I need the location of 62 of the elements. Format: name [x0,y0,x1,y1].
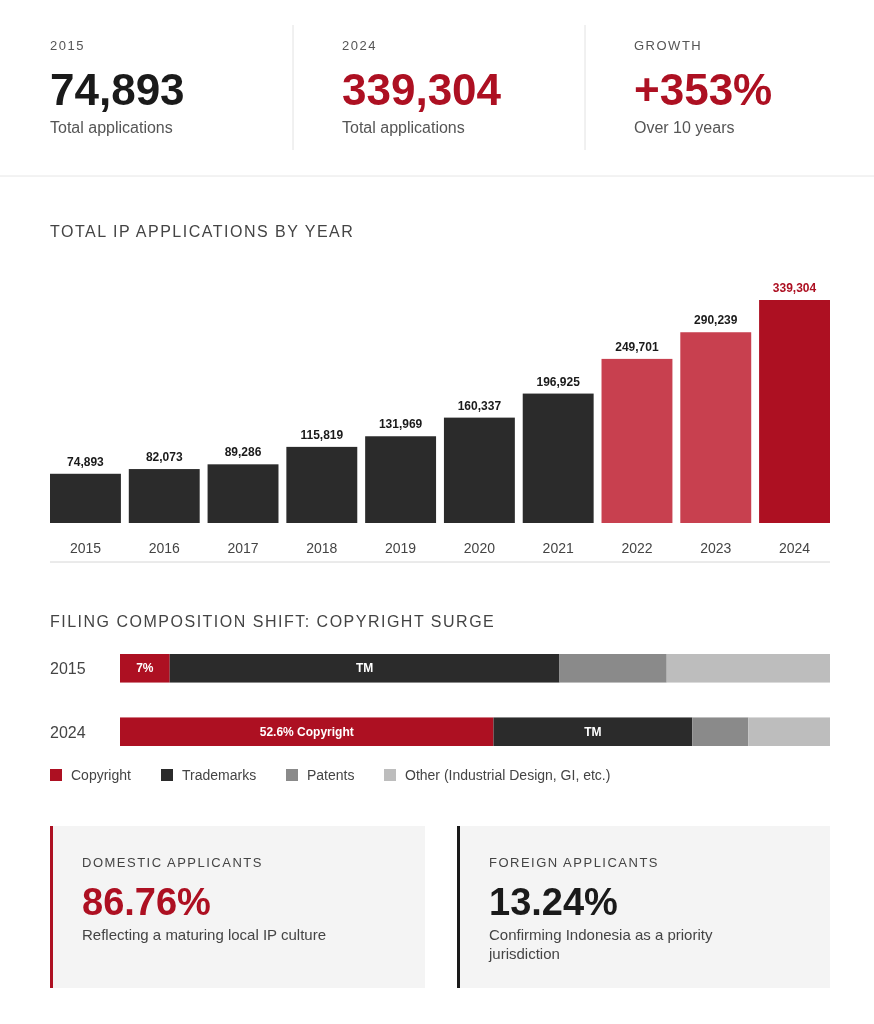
data-label: 82,073 [145,450,183,465]
bar [207,464,279,523]
bar [50,473,121,523]
data-label: 7% [136,661,154,676]
data-label: TM [584,724,602,739]
data-label: 131,969 [378,417,423,432]
x-tick-label: 2020 [463,540,496,556]
data-label: 196,925 [536,374,581,389]
text: Reflecting a maturing local IP culture [82,926,327,943]
bar [601,358,673,523]
legend-label: Other (Industrial Design, GI, etc.) [405,767,611,783]
text: 2024 [342,38,377,53]
bar [748,717,830,746]
x-tick-label: 2018 [306,540,338,556]
text: Total applications [50,119,173,136]
bar [522,393,594,523]
text: DOMESTIC APPLICANTS [82,855,263,870]
bar [120,654,170,683]
text: Confirming Indonesia as a priority jurisdiction [488,926,713,962]
x-tick-label: 2019 [385,540,417,556]
bar [286,446,358,523]
bar [128,469,200,523]
x-tick-label: 2024 [778,540,811,556]
text: FOREIGN APPLICANTS [489,855,660,870]
data-label: TM [355,661,374,676]
data-label: 249,701 [615,339,659,354]
data-label: 52.6% Copyright [259,724,354,739]
text: Total applications [342,119,465,136]
legend-label: Trademarks [182,767,257,783]
bar [443,417,515,523]
data-label: 89,286 [224,445,262,460]
x-tick-label: 2022 [621,540,653,556]
bar [120,717,494,746]
x-tick-label: 2017 [227,540,259,556]
bar [559,654,667,683]
bar [680,332,752,523]
text: Over 10 years [634,119,735,136]
text: GROWTH [634,38,703,53]
bar [666,654,830,683]
legend-label: Copyright [71,767,132,783]
x-tick-label: 2023 [700,540,732,556]
data-label: 115,819 [300,427,344,442]
text: 74,893 [50,65,185,114]
data-label: 160,337 [457,398,502,413]
data-label: 290,239 [694,313,738,328]
text: 13.24% [489,881,618,923]
chart-title: TOTAL IP APPLICATIONS BY YEAR [50,223,355,240]
text: 86.76% [82,881,211,923]
text: +353% [634,65,773,114]
bar [169,654,560,683]
data-label: 74,893 [67,454,105,469]
text: 339,304 [342,65,502,114]
bar [759,300,830,523]
chart-title: FILING COMPOSITION SHIFT: COPYRIGHT SURGE [50,613,496,630]
x-tick-label: 2016 [148,540,181,556]
x-tick-label: 2015 [69,540,102,556]
legend-label: Patents [307,767,355,783]
x-tick-label: 2021 [542,540,574,556]
data-label: 339,304 [772,281,817,295]
bar [692,717,749,746]
bar [365,436,437,523]
bar [493,717,693,746]
